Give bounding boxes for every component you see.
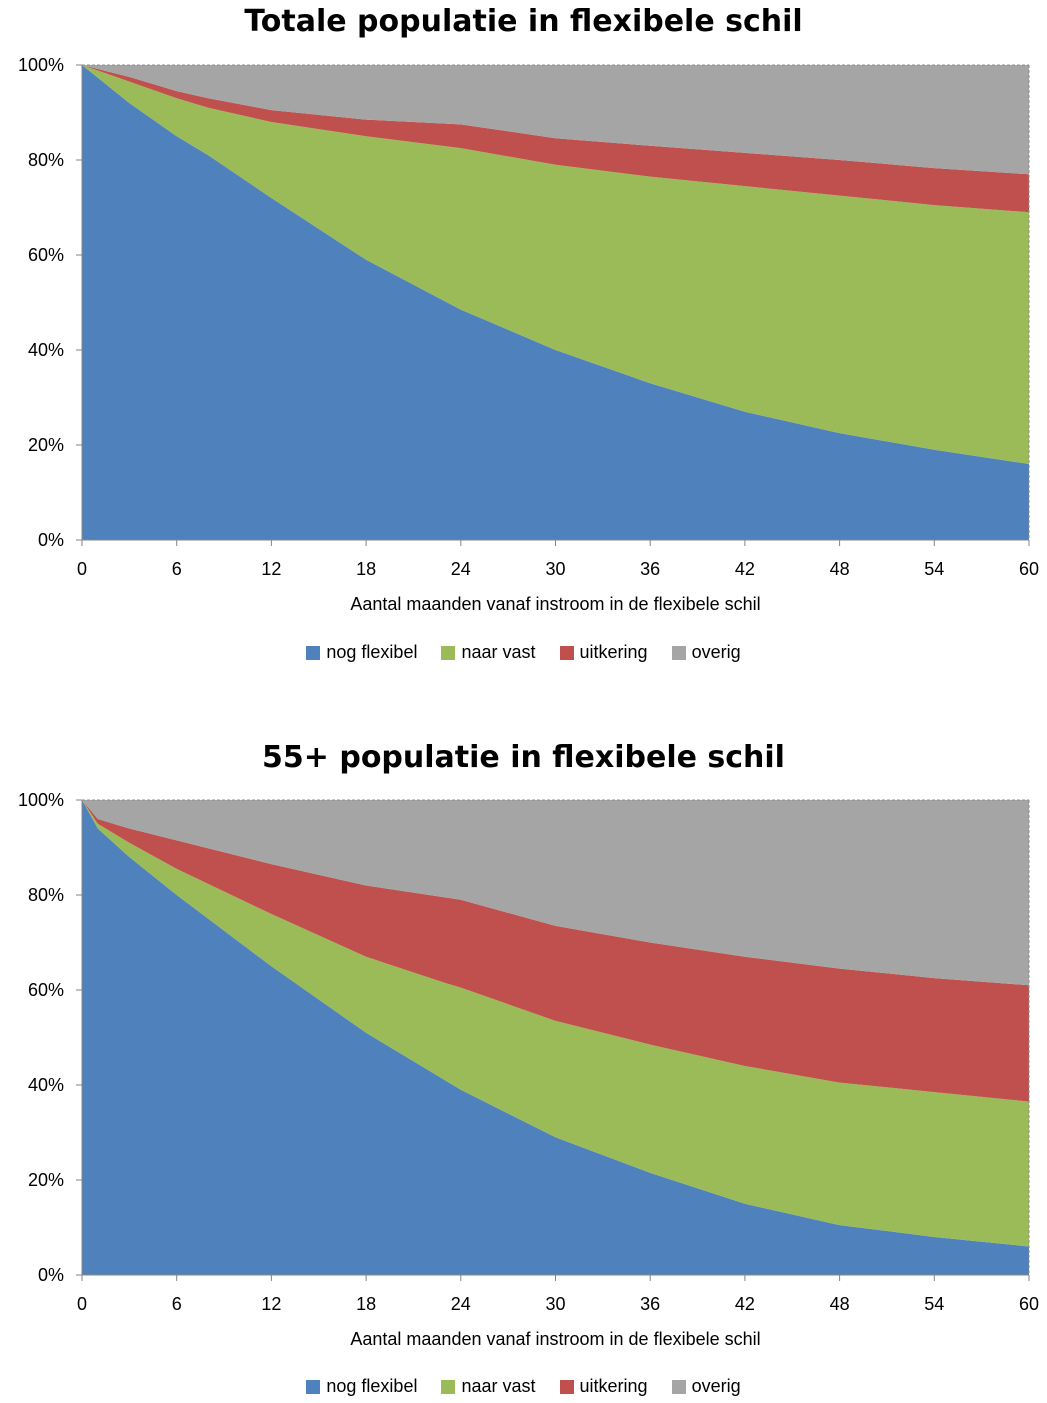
y-tick-label: 40% bbox=[28, 340, 64, 360]
legend-label: overig bbox=[691, 1376, 741, 1396]
x-tick-label: 0 bbox=[77, 1294, 87, 1314]
legend-item: uitkering bbox=[559, 1376, 648, 1397]
chart-legend: nog flexibel naar vast uitkering overig bbox=[0, 642, 1047, 663]
legend-swatch bbox=[441, 645, 456, 660]
chart-legend: nog flexibel naar vast uitkering overig bbox=[0, 1376, 1047, 1397]
x-tick-label: 30 bbox=[545, 559, 565, 579]
x-axis-label: Aantal maanden vanaf instroom in de flex… bbox=[350, 1329, 760, 1349]
x-tick-label: 12 bbox=[261, 1294, 281, 1314]
chart-title: Totale populatie in flexibele schil bbox=[244, 4, 803, 39]
x-tick-label: 30 bbox=[545, 1294, 565, 1314]
x-tick-label: 24 bbox=[451, 1294, 471, 1314]
x-tick-label: 6 bbox=[172, 1294, 182, 1314]
area-naar-vast bbox=[82, 65, 1029, 464]
legend-item: nog flexibel bbox=[306, 642, 417, 663]
area-nog-flexibel bbox=[82, 800, 1029, 1275]
x-tick-label: 18 bbox=[356, 1294, 376, 1314]
x-tick-label: 60 bbox=[1019, 559, 1039, 579]
x-tick-label: 18 bbox=[356, 559, 376, 579]
legend-swatch bbox=[306, 645, 321, 660]
legend-swatch bbox=[559, 1379, 574, 1394]
x-tick-label: 6 bbox=[172, 559, 182, 579]
x-tick-label: 54 bbox=[924, 559, 944, 579]
legend-swatch bbox=[306, 1379, 321, 1394]
y-tick-label: 60% bbox=[28, 245, 64, 265]
y-tick-label: 100% bbox=[18, 55, 64, 75]
x-tick-label: 42 bbox=[735, 1294, 755, 1314]
y-tick-label: 0% bbox=[38, 530, 64, 550]
x-tick-label: 12 bbox=[261, 559, 281, 579]
legend-item: overig bbox=[671, 642, 741, 663]
legend-label: naar vast bbox=[461, 1376, 536, 1396]
y-tick-label: 60% bbox=[28, 980, 64, 1000]
legend-item: naar vast bbox=[441, 1376, 536, 1397]
y-tick-label: 80% bbox=[28, 885, 64, 905]
legend-item: overig bbox=[671, 1376, 741, 1397]
x-tick-label: 0 bbox=[77, 559, 87, 579]
legend-item: nog flexibel bbox=[306, 1376, 417, 1397]
x-tick-label: 36 bbox=[640, 559, 660, 579]
x-tick-label: 36 bbox=[640, 1294, 660, 1314]
y-tick-label: 100% bbox=[18, 790, 64, 810]
area-uitkering bbox=[82, 800, 1029, 1102]
y-tick-label: 80% bbox=[28, 150, 64, 170]
x-tick-label: 42 bbox=[735, 559, 755, 579]
area-nog-flexibel bbox=[82, 65, 1029, 540]
y-tick-label: 20% bbox=[28, 1170, 64, 1190]
area-naar-vast bbox=[82, 800, 1029, 1247]
y-tick-label: 40% bbox=[28, 1075, 64, 1095]
legend-swatch bbox=[441, 1379, 456, 1394]
legend-label: nog flexibel bbox=[326, 642, 418, 662]
legend-item: naar vast bbox=[441, 642, 536, 663]
legend-label: overig bbox=[691, 642, 741, 662]
area-uitkering bbox=[82, 65, 1029, 213]
y-tick-label: 20% bbox=[28, 435, 64, 455]
area-overig bbox=[82, 800, 1029, 986]
legend-swatch bbox=[559, 645, 574, 660]
x-tick-label: 54 bbox=[924, 1294, 944, 1314]
x-tick-label: 60 bbox=[1019, 1294, 1039, 1314]
legend-label: nog flexibel bbox=[326, 1376, 418, 1396]
x-tick-label: 24 bbox=[451, 559, 471, 579]
chart-plot: 0% 20% 40% 60% 80% 100% 0 6 12 18 24 30 36 42 48 54 60 Aa… bbox=[18, 55, 1039, 614]
legend-label: naar vast bbox=[461, 642, 536, 662]
x-tick-label: 48 bbox=[830, 1294, 850, 1314]
legend-swatch bbox=[671, 1379, 686, 1394]
y-tick-label: 0% bbox=[38, 1265, 64, 1285]
x-axis-label: Aantal maanden vanaf instroom in de flex… bbox=[350, 594, 760, 614]
chart-title: 55+ populatie in flexibele schil bbox=[262, 740, 785, 775]
x-tick-label: 48 bbox=[830, 559, 850, 579]
legend-swatch bbox=[671, 645, 686, 660]
legend-item: uitkering bbox=[559, 642, 648, 663]
legend-label: uitkering bbox=[579, 1376, 648, 1396]
area-overig bbox=[82, 65, 1029, 175]
legend-label: uitkering bbox=[579, 642, 648, 662]
chart-plot: 0% 20% 40% 60% 80% 100% 0 6 12 18 24 30 36 42 48 54 60 Aa… bbox=[18, 790, 1039, 1349]
